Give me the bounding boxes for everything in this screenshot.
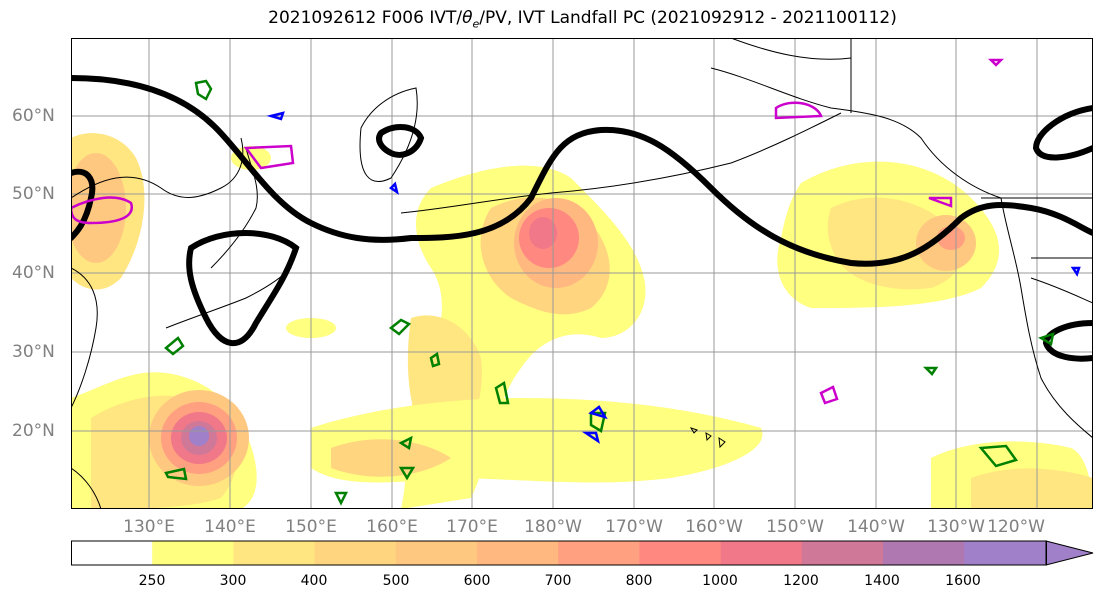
cbar-tick-250: 250 xyxy=(138,573,166,589)
colorbar xyxy=(71,540,1094,566)
colorbar-segment xyxy=(152,541,234,565)
lon-label-130w: 130°W xyxy=(927,517,985,537)
cbar-tick-1600: 1600 xyxy=(945,573,981,589)
map-gridlines xyxy=(71,38,1093,509)
lon-label-140e: 140°E xyxy=(204,517,256,537)
title-theta: θ xyxy=(462,8,473,28)
lon-label-160e: 160°E xyxy=(366,517,418,537)
lon-label-130e: 130°E xyxy=(123,517,175,537)
lon-label-170w: 170°W xyxy=(605,517,663,537)
colorbar-segment xyxy=(720,541,803,565)
lat-label-60: 60°N xyxy=(12,106,55,126)
colorbar-segment xyxy=(314,541,397,565)
cbar-tick-800: 800 xyxy=(625,573,653,589)
ivt-fill xyxy=(71,133,1093,509)
cbar-tick-1000: 1000 xyxy=(702,573,738,589)
colorbar-segment xyxy=(233,541,316,565)
lat-label-40: 40°N xyxy=(12,263,55,283)
pv-contours-blue xyxy=(266,111,1081,444)
cbar-tick-600: 600 xyxy=(463,573,491,589)
colorbar-segment xyxy=(395,541,478,565)
lon-label-150e: 150°E xyxy=(285,517,337,537)
colorbar-segment xyxy=(801,541,884,565)
lon-label-170e: 170°E xyxy=(446,517,498,537)
pv-contours-green xyxy=(164,79,1055,506)
colorbar-segment xyxy=(964,541,1046,565)
colorbar-segment xyxy=(71,541,153,565)
cbar-tick-1400: 1400 xyxy=(864,573,900,589)
lat-label-50: 50°N xyxy=(12,184,55,204)
lon-label-150w: 150°W xyxy=(766,517,824,537)
title-suffix: /PV, IVT Landfall PC (2021092912 - 20211… xyxy=(479,8,897,28)
cbar-tick-500: 500 xyxy=(382,573,410,589)
pv-contours-magenta xyxy=(71,58,1005,405)
lon-label-160w: 160°W xyxy=(685,517,743,537)
plot-title: 2021092612 F006 IVT/θe/PV, IVT Landfall … xyxy=(0,0,1105,34)
cbar-tick-700: 700 xyxy=(544,573,572,589)
theta-e-contour xyxy=(71,75,1093,362)
colorbar-extend-arrow xyxy=(1045,540,1094,566)
title-prefix: 2021092612 F006 IVT/ xyxy=(268,8,463,28)
lat-label-20: 20°N xyxy=(12,421,55,441)
lon-label-140w: 140°W xyxy=(847,517,905,537)
cbar-tick-300: 300 xyxy=(219,573,247,589)
lat-label-30: 30°N xyxy=(12,342,55,362)
coastlines xyxy=(71,38,1093,509)
cbar-tick-1200: 1200 xyxy=(783,573,819,589)
cbar-tick-400: 400 xyxy=(300,573,328,589)
colorbar-segment xyxy=(558,541,640,565)
colorbar-segment xyxy=(477,541,559,565)
lon-label-180w: 180°W xyxy=(524,517,582,537)
colorbar-segment xyxy=(639,541,722,565)
title-subscript: e xyxy=(472,17,480,31)
colorbar-segment xyxy=(883,541,965,565)
map-panel xyxy=(71,38,1093,509)
lon-label-120w: 120°W xyxy=(987,517,1045,537)
